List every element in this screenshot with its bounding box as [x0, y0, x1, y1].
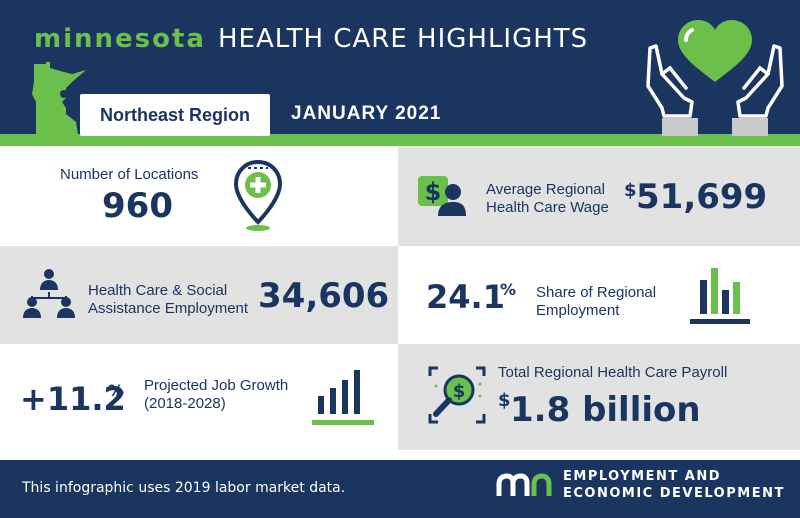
- page-title: HEALTH CARE HIGHLIGHTS: [217, 24, 589, 54]
- organization-name-line2: ECONOMIC DEVELOPMENT: [563, 486, 785, 501]
- share-label-line2: Employment: [536, 302, 620, 319]
- payroll-label: Total Regional Health Care Payroll: [498, 364, 728, 381]
- employment-label-line2: Assistance Employment: [88, 300, 249, 317]
- wage-label-line2: Health Care Wage: [486, 199, 609, 216]
- growth-unit: %: [108, 381, 125, 400]
- deed-logo-icon: [496, 473, 552, 496]
- hands-heart-icon: [646, 20, 784, 136]
- payroll-value: 1.8 billion: [510, 390, 701, 430]
- employment-label-line1: Health Care & Social: [88, 282, 228, 299]
- payroll-currency: $: [498, 390, 511, 411]
- share-label-line1: Share of Regional: [536, 284, 657, 301]
- growth-label-line1: Projected Job Growth: [144, 377, 289, 394]
- growth-label-line2: (2018-2028): [144, 395, 226, 412]
- share-value: 24.1: [426, 278, 505, 316]
- location-pin-icon: [234, 160, 282, 231]
- wage-person-icon: $: [418, 176, 466, 216]
- report-date: JANUARY 2021: [291, 103, 442, 124]
- header-accent-stripe: [0, 134, 800, 146]
- svg-text:$: $: [453, 381, 466, 402]
- wage-value: 51,699: [636, 177, 768, 217]
- brand-wordmark: minnesota: [34, 24, 206, 54]
- minnesota-map-icon: [32, 62, 86, 134]
- wage-panel: [398, 146, 800, 246]
- growth-bars-icon: [312, 370, 374, 425]
- svg-text:$: $: [425, 178, 442, 206]
- region-name: Northeast Region: [99, 104, 250, 125]
- share-unit: %: [500, 280, 517, 299]
- organization-name-line1: EMPLOYMENT AND: [563, 469, 721, 484]
- bar-chart-icon: [690, 268, 750, 324]
- people-group-icon: [23, 269, 75, 318]
- region-tab: Northeast Region: [80, 94, 270, 136]
- employment-value: 34,606: [258, 276, 390, 316]
- data-source-note: This infographic uses 2019 labor market …: [22, 480, 346, 496]
- locations-panel: [0, 146, 398, 246]
- wage-label-line1: Average Regional: [486, 181, 605, 198]
- locations-label: Number of Locations: [60, 166, 199, 183]
- header-title-row: minnesota HEALTH CARE HIGHLIGHTS: [34, 24, 588, 54]
- payroll-search-icon: $: [428, 366, 486, 424]
- wage-currency: $: [624, 180, 637, 201]
- growth-value: +11.2: [20, 380, 126, 418]
- organization-name: EMPLOYMENT AND ECONOMIC DEVELOPMENT: [563, 468, 785, 502]
- footer-bar: This infographic uses 2019 labor market …: [0, 460, 800, 518]
- locations-value: 960: [102, 186, 173, 226]
- employment-panel: [0, 246, 398, 344]
